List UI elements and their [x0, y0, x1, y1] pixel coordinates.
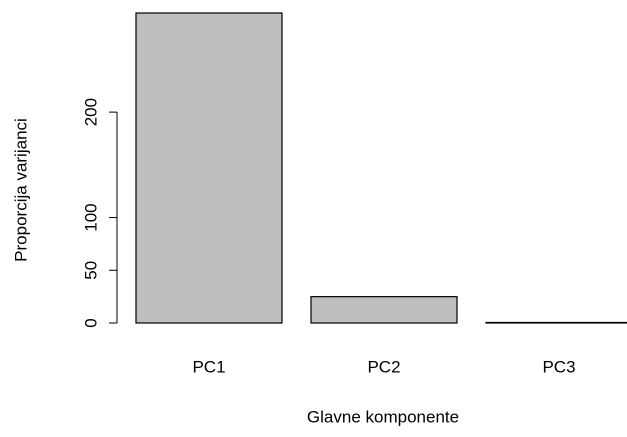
y-axis-label: Proporcija varijanci	[11, 118, 30, 262]
y-tick-label: 100	[81, 203, 100, 231]
y-tick-label: 50	[81, 261, 100, 280]
x-tick-label: PC1	[192, 357, 225, 376]
x-axis-label: Glavne komponente	[307, 407, 459, 426]
bar	[310, 296, 458, 324]
y-tick-label: 200	[81, 98, 100, 126]
x-tick-label: PC2	[367, 357, 400, 376]
bar	[135, 12, 283, 324]
y-tick-label: 0	[81, 318, 100, 327]
bar	[485, 321, 627, 324]
x-tick-label: PC3	[542, 357, 575, 376]
